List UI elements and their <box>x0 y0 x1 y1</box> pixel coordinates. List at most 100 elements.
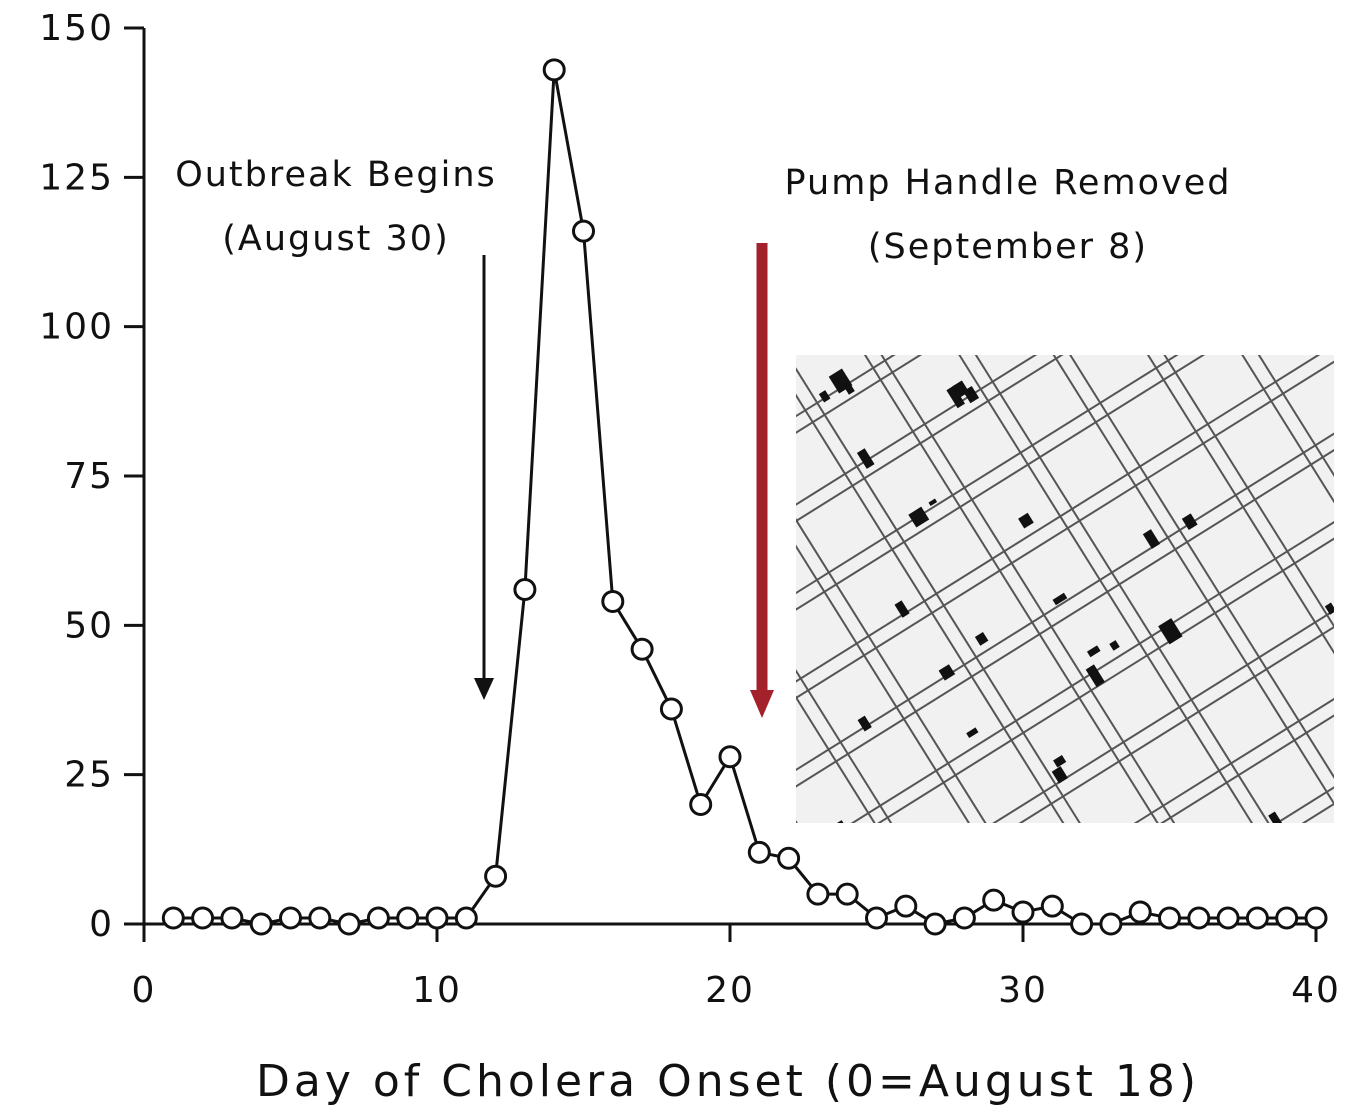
map-street <box>844 569 1334 823</box>
map-death-bar <box>1324 602 1334 615</box>
map-death-bar <box>618 513 631 529</box>
point-marker <box>161 906 185 930</box>
map-death-bar <box>952 380 970 398</box>
map-street <box>797 494 1334 823</box>
map-death-bar <box>1018 512 1034 529</box>
point-marker <box>396 906 420 930</box>
map-street <box>857 355 1231 823</box>
map-death-bar <box>857 715 872 732</box>
y-tick-label: 150 <box>39 8 114 49</box>
map-street <box>925 355 1299 823</box>
map-death-bar <box>895 322 909 334</box>
map-street <box>796 355 1334 693</box>
y-tick-label: 25 <box>64 755 114 796</box>
x-axis-title: Day of Cholera Onset (0=August 18) <box>256 1056 1200 1107</box>
map-death-bar <box>938 664 956 681</box>
map-death-bar <box>1240 285 1256 301</box>
series-line <box>173 69 1316 926</box>
point-marker <box>718 745 742 769</box>
map-street <box>796 367 1334 820</box>
map-death-bar <box>628 491 644 504</box>
map-street <box>796 355 1334 768</box>
map-background <box>796 355 1334 823</box>
map-street <box>796 442 1334 823</box>
map-death-bar <box>688 634 704 651</box>
map-death-bar <box>779 762 790 774</box>
point-marker <box>1158 906 1181 930</box>
point-marker <box>1187 906 1211 930</box>
point-marker <box>572 219 595 243</box>
y-tick-label: 50 <box>64 605 114 646</box>
point-marker <box>191 906 215 930</box>
map-street <box>796 355 1334 704</box>
point-marker <box>982 888 1006 912</box>
map-street <box>1129 355 1334 743</box>
point-marker <box>425 906 449 930</box>
point-marker <box>308 906 332 930</box>
y-tick-label: 125 <box>39 157 114 198</box>
map-death-bar <box>1052 592 1068 606</box>
point-marker <box>1275 906 1299 930</box>
map-street <box>993 355 1334 823</box>
point-marker <box>1304 906 1328 930</box>
map-death-bar <box>1103 830 1114 842</box>
map-death-bar <box>974 631 989 646</box>
point-marker <box>894 894 918 918</box>
map-death-bar <box>768 676 784 692</box>
x-tick-label: 10 <box>412 970 462 1011</box>
map-death-bar <box>828 368 853 394</box>
map-death-bar <box>1051 766 1068 784</box>
map-street <box>796 378 1334 823</box>
map-street <box>1061 355 1334 786</box>
x-tick-label: 20 <box>705 970 755 1011</box>
map-death-bar <box>856 448 875 469</box>
point-marker <box>923 912 947 936</box>
map-street <box>796 359 1163 823</box>
annotation: Outbreak Begins <box>175 155 497 195</box>
map-death-bar <box>1181 513 1198 531</box>
outbreak-arrowhead <box>474 678 494 700</box>
point-marker <box>366 906 390 930</box>
point-marker <box>1245 906 1269 930</box>
map-death-bar <box>1086 645 1101 658</box>
point-marker <box>1216 906 1240 930</box>
point-marker <box>630 637 654 661</box>
map-street <box>796 355 1328 641</box>
annotation: Pump Handle Removed <box>785 163 1232 203</box>
point-marker <box>747 840 771 864</box>
map-death-bar <box>770 766 789 786</box>
map-death-bar <box>699 461 714 477</box>
map-death-bar <box>866 889 878 902</box>
point-marker <box>952 906 976 930</box>
point-marker <box>1099 912 1123 936</box>
point-marker <box>659 697 683 721</box>
map-death-bar <box>1245 117 1262 137</box>
x-tick-label: 40 <box>1291 970 1341 1011</box>
map-death-bar <box>1149 883 1168 905</box>
map-inset <box>618 117 1334 961</box>
map-street <box>796 402 1095 823</box>
map-street <box>837 557 1334 823</box>
point-marker <box>1011 900 1035 924</box>
map-street <box>804 506 1334 823</box>
point-marker <box>249 912 273 936</box>
point-marker <box>220 906 244 930</box>
map-death-bar <box>1066 940 1086 961</box>
x-tick-label: 30 <box>998 970 1048 1011</box>
map-death-bar <box>1287 175 1308 197</box>
map-death-bar <box>894 600 910 618</box>
map-death-bar <box>946 385 965 409</box>
x-tick-label: 0 <box>132 970 157 1011</box>
point-marker <box>1040 894 1064 918</box>
point-marker <box>601 589 625 613</box>
map-death-bar <box>679 544 701 567</box>
map-street <box>796 452 1015 823</box>
map-street <box>796 444 1027 823</box>
map-death-bar <box>1109 640 1120 651</box>
point-marker <box>484 864 508 888</box>
map-death-bar <box>818 390 831 403</box>
map-death-bar <box>1053 754 1067 768</box>
point-marker <box>865 906 888 930</box>
